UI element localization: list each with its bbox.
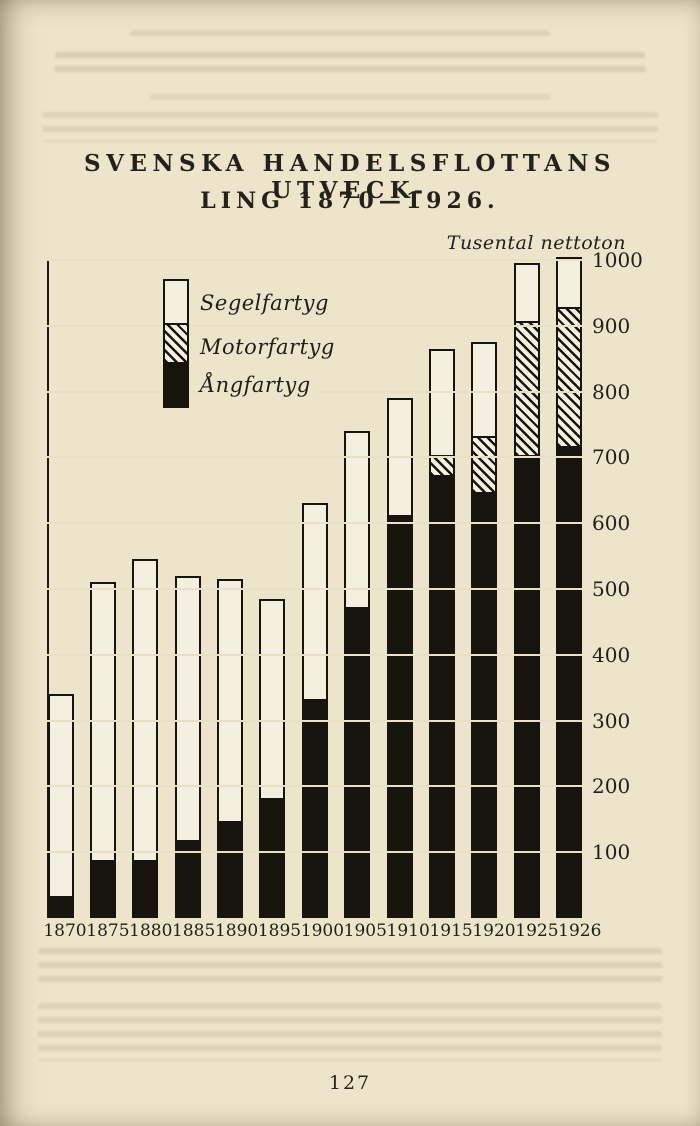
segment-angfartyg-1915 — [430, 475, 453, 916]
page-number: 127 — [328, 1072, 372, 1094]
page-title-line-1: SVENSKA HANDELSFLOTTANS UTVECK- — [83, 150, 617, 204]
segment-angfartyg-1880 — [134, 860, 157, 916]
bar-1910 — [386, 398, 413, 918]
segment-angfartyg-1926 — [558, 445, 580, 916]
show-through-text-bottom — [38, 1003, 662, 1061]
bar-1905 — [344, 431, 371, 918]
legend-swatch-column — [163, 279, 189, 408]
x-tick-label-1870: 1870 — [43, 921, 87, 941]
segment-angfartyg-1890 — [219, 820, 241, 916]
segment-angfartyg-1905 — [346, 606, 369, 916]
segment-angfartyg-1900 — [303, 698, 326, 916]
y-tick-label-100: 100 — [592, 840, 631, 865]
y-tick-label-800: 800 — [592, 379, 631, 404]
y-tick-label-900: 900 — [592, 313, 631, 338]
x-tick-label-1920: 1920 — [472, 921, 516, 941]
bar-1890 — [217, 579, 243, 918]
y-tick-label-200: 200 — [592, 774, 631, 799]
x-tick-label-1885: 1885 — [172, 921, 216, 941]
segment-angfartyg-1875 — [91, 860, 114, 916]
bar-1900 — [301, 503, 328, 918]
x-tick-label-1925: 1925 — [515, 921, 559, 941]
show-through-text-top — [42, 112, 658, 142]
x-tick-label-1880: 1880 — [129, 921, 173, 941]
bar-1926 — [556, 256, 582, 918]
bar-1895 — [259, 598, 286, 918]
x-tick-label-1915: 1915 — [429, 921, 473, 941]
x-tick-label-1900: 1900 — [300, 921, 345, 941]
segment-motorfartyg-1925 — [515, 320, 538, 456]
y-tick-label-500: 500 — [592, 577, 631, 601]
bar-1920 — [471, 342, 498, 918]
segment-angfartyg-1885 — [176, 840, 199, 916]
legend-label-angfartyg: Ångfartyg — [198, 373, 317, 397]
bar-1885 — [174, 575, 201, 918]
segment-angfartyg-1870 — [49, 896, 72, 916]
y-tick-label-1000: 1000 — [592, 248, 643, 272]
bar-1915 — [428, 348, 455, 918]
bar-1870 — [47, 694, 74, 918]
bar-1925 — [513, 263, 540, 918]
show-through-text-bottom — [38, 948, 662, 990]
bars — [47, 256, 582, 918]
y-tick-label-400: 400 — [592, 642, 631, 667]
show-through-text-top — [130, 30, 550, 44]
bar-1880 — [132, 559, 159, 918]
segment-motorfartyg-1915 — [430, 455, 453, 476]
legend-label-segelfartyg: Segelfartyg — [198, 291, 335, 315]
y-tick-label-600: 600 — [592, 511, 631, 536]
legend-swatch-motorfartyg — [165, 323, 187, 364]
legend-swatch-segelfartyg — [165, 281, 187, 323]
x-tick-label-1890: 1890 — [214, 921, 259, 941]
y-tick-label-700: 700 — [592, 445, 631, 470]
segment-angfartyg-1920 — [473, 491, 496, 916]
x-tick-label-1895: 1895 — [257, 921, 302, 941]
segment-angfartyg-1925 — [515, 455, 538, 916]
show-through-text-top — [55, 52, 645, 80]
y-axis-unit-label: Tusental nettoton — [446, 232, 626, 254]
segment-angfartyg-1895 — [261, 797, 284, 916]
plot-area — [47, 256, 582, 918]
x-tick-label-1875: 1875 — [86, 921, 130, 941]
legend-swatch-angfartyg — [165, 364, 187, 406]
bar-1875 — [89, 582, 116, 918]
x-tick-label-1910: 1910 — [386, 921, 430, 941]
segment-motorfartyg-1926 — [558, 307, 580, 446]
x-tick-label-1905: 1905 — [343, 921, 387, 941]
legend-label-motorfartyg: Motorfartyg — [198, 335, 341, 359]
x-tick-label-1926: 1926 — [558, 921, 602, 941]
segment-motorfartyg-1920 — [473, 435, 496, 492]
show-through-text-top — [150, 94, 550, 106]
y-tick-label-300: 300 — [592, 708, 631, 733]
page-title-line-2: LING 1870—1926. — [200, 188, 500, 214]
segment-angfartyg-1910 — [388, 514, 411, 916]
